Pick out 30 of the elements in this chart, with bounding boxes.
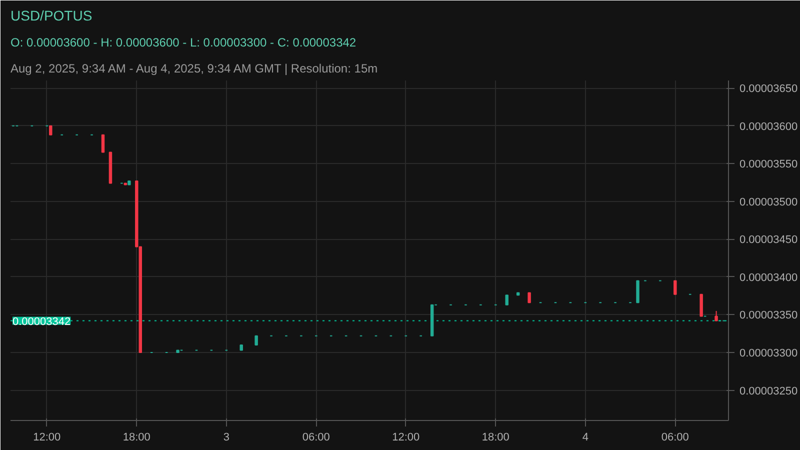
candlestick [636,280,640,304]
candlestick [254,335,258,346]
y-tick-label: 0.00003650 [740,83,798,96]
candlestick [700,294,703,317]
y-tick-label: 0.00003350 [740,310,798,322]
candlestick [714,310,718,322]
y-tick-label: 0.00003400 [740,272,798,284]
text: O: 0.00003600 - H: 0.00003600 - L: 0.00003300 - C: 0.00003342 [10,36,356,50]
candlestick [674,280,677,295]
x-tick-label: 18:00 [482,432,510,444]
x-tick-label: 12:00 [33,432,61,444]
chart-subtitle: Aug 2, 2025, 9:34 AM - Aug 4, 2025, 9:34 AM GMT | Resolution: 15m [10,62,378,76]
x-tick-label: 18:00 [122,432,150,444]
y-tick-label: 0.00003500 [740,196,798,208]
x-tick-label: 4 [582,432,588,444]
ref-line-label: 0.00003342 [12,316,71,328]
candlestick [505,294,508,306]
y-tick-label: 0.00003300 [740,348,798,360]
candlestick [49,125,52,136]
x-tick-label: 06:00 [661,432,689,444]
y-tick-label: 0.00003450 [740,234,798,246]
x-tick-label: 12:00 [392,432,420,444]
y-tick-label: 0.00003250 [740,385,798,398]
x-tick-label: 3 [223,432,230,444]
candlestick [528,292,531,304]
y-tick-label: 0.00003550 [740,158,798,171]
x-tick-label: 06:00 [302,432,330,444]
candlestick [101,134,105,153]
y-tick-label: 0.00003600 [740,120,798,133]
chart-title: USD/POTUS [10,8,92,24]
